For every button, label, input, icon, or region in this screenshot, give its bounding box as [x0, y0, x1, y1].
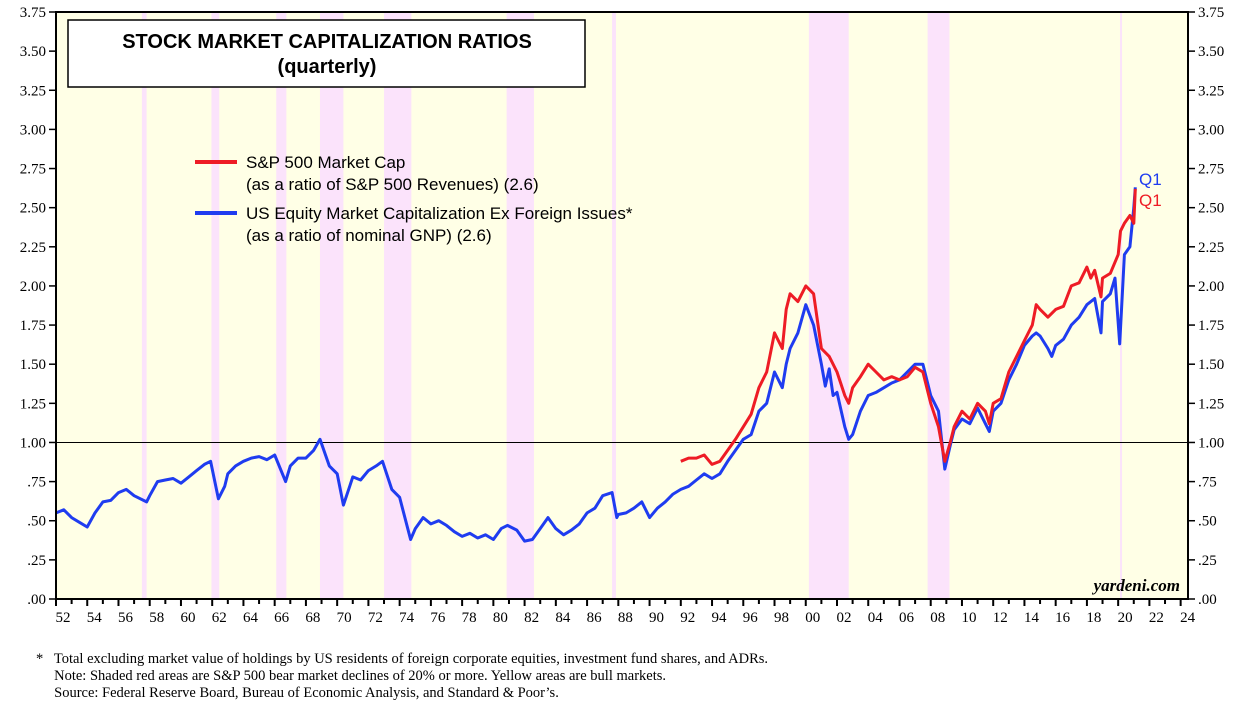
- bear-market-shade: [384, 12, 412, 599]
- legend-sublabel-sp500: (as a ratio of S&P 500 Revenues) (2.6): [246, 175, 539, 194]
- x-tick-label: 90: [649, 610, 664, 626]
- end-label-blue: Q1: [1139, 170, 1162, 189]
- y-tick-label-right: 2.75: [1198, 162, 1224, 178]
- plot-frame: [55, 11, 1189, 600]
- x-tick-label: 68: [305, 610, 320, 626]
- x-tick-label: 64: [243, 610, 259, 626]
- x-tick-label: 92: [680, 610, 695, 626]
- x-tick-label: 22: [1149, 610, 1164, 626]
- title-box: STOCK MARKET CAPITALIZATION RATIOS (quar…: [67, 19, 586, 88]
- legend-label-sp500: S&P 500 Market Cap: [246, 153, 405, 172]
- x-tick-label: 86: [587, 610, 603, 626]
- x-tick-label: 82: [524, 610, 539, 626]
- y-tick-label-left: 1.75: [20, 318, 46, 334]
- x-tick-label: 20: [1118, 610, 1133, 626]
- x-tick-label: 60: [180, 610, 195, 626]
- x-tick-label: 78: [462, 610, 477, 626]
- footnote-asterisk: * Total excluding market value of holdin…: [36, 651, 769, 667]
- bear-market-shade: [506, 12, 534, 599]
- y-tick-label-left: 3.75: [20, 5, 46, 21]
- y-tick-label-left: 1.25: [20, 396, 46, 412]
- y-tick-label-left: 1.00: [20, 435, 46, 451]
- y-tick-label-right: .75: [1198, 475, 1217, 491]
- y-tick-label-left: 1.50: [20, 357, 46, 373]
- x-tick-label: 84: [555, 610, 571, 626]
- x-tick-label: 00: [805, 610, 820, 626]
- y-tick-label-right: 3.00: [1198, 122, 1224, 138]
- x-tick-label: 74: [399, 610, 415, 626]
- x-tick-label: 18: [1086, 610, 1101, 626]
- x-tick-label: 56: [118, 610, 134, 626]
- end-label-red: Q1: [1139, 191, 1162, 210]
- x-tick-label: 54: [87, 610, 103, 626]
- y-tick-label-left: .75: [27, 475, 46, 491]
- x-tick-label: 52: [56, 610, 71, 626]
- y-tick-label-right: 2.00: [1198, 279, 1224, 295]
- x-tick-label: 16: [1055, 610, 1071, 626]
- y-tick-label-right: 3.75: [1198, 5, 1224, 21]
- y-tick-label-left: .25: [27, 553, 46, 569]
- legend-sublabel-us-equity: (as a ratio of nominal GNP) (2.6): [246, 226, 492, 245]
- y-tick-label-right: 3.25: [1198, 83, 1224, 99]
- y-tick-label-left: 2.50: [20, 201, 46, 217]
- bear-market-shade: [612, 12, 616, 599]
- x-tick-label: 58: [149, 610, 164, 626]
- y-tick-label-left: 3.50: [20, 44, 46, 60]
- y-tick-label-left: .50: [27, 514, 46, 530]
- x-tick-label: 80: [493, 610, 508, 626]
- x-tick-label: 88: [618, 610, 633, 626]
- x-tick-label: 96: [743, 610, 759, 626]
- x-tick-label: 14: [1024, 610, 1040, 626]
- chart-title: STOCK MARKET CAPITALIZATION RATIOS: [122, 31, 532, 53]
- y-tick-label-right: 2.50: [1198, 201, 1224, 217]
- y-tick-label-left: 2.75: [20, 162, 46, 178]
- y-tick-label-right: 1.50: [1198, 357, 1224, 373]
- x-tick-label: 02: [837, 610, 852, 626]
- x-tick-label: 08: [930, 610, 945, 626]
- bear-market-shade: [141, 12, 147, 599]
- bear-market-shade: [319, 12, 344, 599]
- y-tick-label-left: 2.00: [20, 279, 46, 295]
- y-tick-label-right: 3.50: [1198, 44, 1224, 60]
- series-line-0: [680, 188, 1137, 466]
- y-tick-label-left: 3.00: [20, 122, 46, 138]
- legend: S&P 500 Market Cap (as a ratio of S&P 50…: [195, 153, 633, 245]
- legend-label-us-equity: US Equity Market Capitalization Ex Forei…: [246, 204, 633, 223]
- bear-market-shade: [211, 12, 220, 599]
- plot-background: [56, 12, 1188, 599]
- watermark: yardeni.com: [1092, 576, 1180, 595]
- x-tick-label: 94: [712, 610, 728, 626]
- series-line-1: [55, 187, 1137, 543]
- bear-market-shade: [276, 12, 287, 599]
- y-tick-label-right: 2.25: [1198, 240, 1224, 256]
- chart: .00 .00 .25 .25 .50 .50 .75 .75 1.00 1.00 1.25 1.25…: [20, 5, 1225, 626]
- x-tick-label: 10: [961, 610, 976, 626]
- x-tick-label: 24: [1180, 610, 1196, 626]
- footnote-source: Source: Federal Reserve Board, Bureau of…: [36, 685, 559, 701]
- y-tick-label-right: 1.75: [1198, 318, 1224, 334]
- y-tick-label-left: 3.25: [20, 83, 46, 99]
- y-tick-label-right: .25: [1198, 553, 1217, 569]
- x-tick-label: 98: [774, 610, 789, 626]
- y-tick-label-right: 1.00: [1198, 435, 1224, 451]
- x-tick-label: 70: [337, 610, 352, 626]
- y-tick-label-right: .00: [1198, 592, 1217, 608]
- x-tick-label: 76: [430, 610, 446, 626]
- bear-market-shade: [927, 12, 950, 599]
- x-tick-label: 06: [899, 610, 915, 626]
- y-tick-label-left: .00: [27, 592, 46, 608]
- y-tick-label-left: 2.25: [20, 240, 46, 256]
- y-tick-label-right: 1.25: [1198, 396, 1224, 412]
- x-tick-label: 66: [274, 610, 290, 626]
- x-tick-label: 72: [368, 610, 383, 626]
- x-tick-label: 04: [868, 610, 884, 626]
- footnotes: * Total excluding market value of holdin…: [36, 651, 768, 702]
- chart-subtitle: (quarterly): [278, 56, 377, 78]
- y-tick-label-right: .50: [1198, 514, 1217, 530]
- x-tick-label: 12: [993, 610, 1008, 626]
- footnote-note: Note: Shaded red areas are S&P 500 bear …: [36, 668, 667, 684]
- x-tick-label: 62: [212, 610, 227, 626]
